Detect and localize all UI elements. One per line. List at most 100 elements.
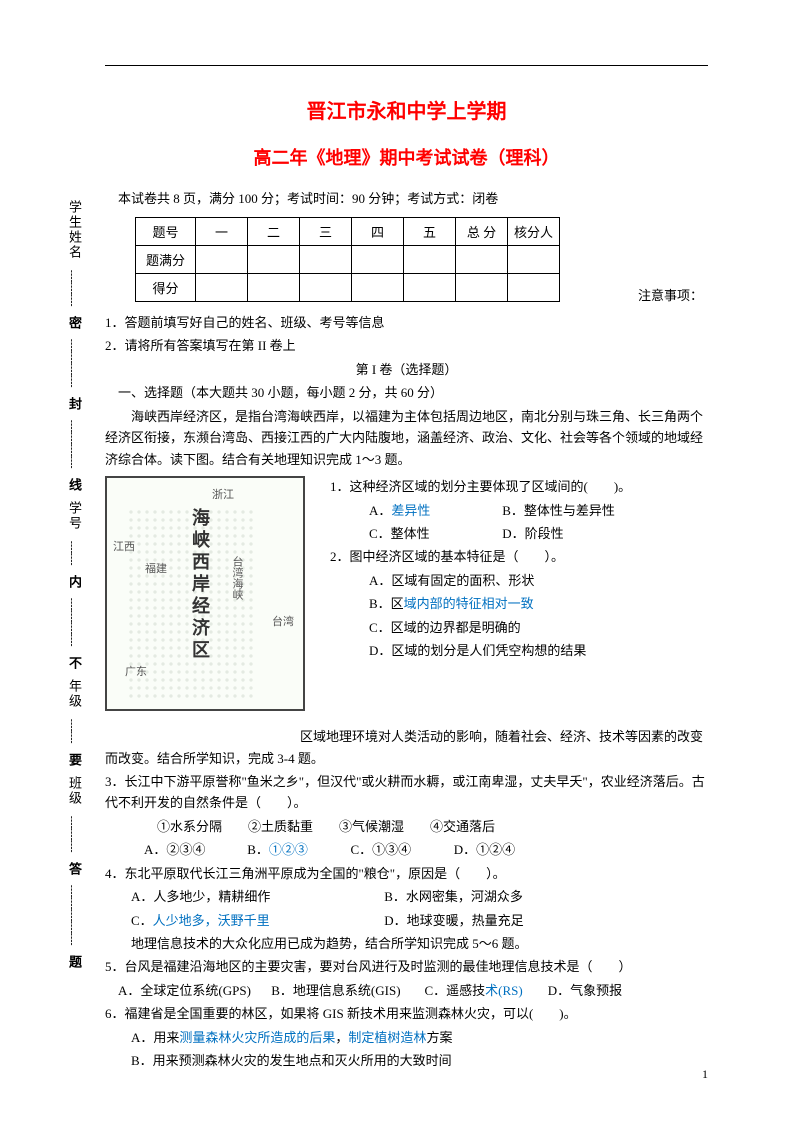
cell[interactable] [248, 246, 300, 274]
q2-c: C．区域的边界都是明确的 [330, 617, 708, 638]
right-questions: 1．这种经济区域的划分主要体现了区域间的( )。 A．差异性 B．整体性与差异性… [330, 476, 708, 662]
title-school: 晋江市永和中学上学期 [105, 95, 708, 124]
q3-b-answer: ①②③ [269, 842, 308, 857]
th-num: 题号 [136, 218, 196, 246]
cell[interactable] [404, 246, 456, 274]
q1-a-answer: 差异性 [391, 503, 430, 518]
q5-choices: A．全球定位系统(GPS) B．地理信息系统(GIS) C．遥感技术(RS) D… [105, 980, 708, 1001]
table-row: 题满分 [136, 246, 560, 274]
sidebar-dots: ┊┊ [65, 719, 78, 743]
q3-d: D．①②④ [454, 839, 554, 860]
q3-a: A．②③④ [144, 839, 244, 860]
sidebar-class-label: 班级 [65, 776, 84, 806]
q5-text: 5．台风是福建沿海地区的主要灾害，要对台风进行及时监测的最佳地理信息技术是（ ） [105, 956, 708, 977]
q4-a: A．人多地少，精耕细作 [131, 886, 381, 907]
q6-b: B．用来预测森林火灾的发生地点和灭火所用的大致时间 [105, 1050, 708, 1071]
cell[interactable] [508, 246, 560, 274]
q2-d: D．区域的划分是人们凭空构想的结果 [330, 640, 708, 661]
th-3: 三 [300, 218, 352, 246]
sidebar-da: 答 [65, 862, 84, 875]
page-number: 1 [702, 1067, 708, 1082]
main-content: 晋江市永和中学上学期 高二年《地理》期中考试试卷（理科） 本试卷共 8 页，满分… [105, 85, 708, 1074]
choice-header: 一、选择题（本大题共 30 小题，每小题 2 分，共 60 分） [105, 382, 708, 403]
map-title: 海峡西岸经济区 [187, 508, 213, 662]
map-fujian: 福建 [145, 560, 167, 576]
map-taiwan: 台湾 [272, 613, 294, 629]
sidebar-dots: ┊┊┊┊ [65, 420, 78, 468]
sidebar-ti: 题 [65, 955, 84, 968]
th-1: 一 [196, 218, 248, 246]
q1-text: 1．这种经济区域的划分主要体现了区域间的( )。 [330, 476, 708, 497]
q5-c-answer: 术(RS) [485, 983, 523, 998]
sidebar-bu: 不 [65, 656, 84, 669]
q4-d: D．地球变暖，热量充足 [384, 913, 523, 928]
q6-a-blue2: 制定植树造林 [348, 1030, 426, 1045]
cell[interactable] [352, 246, 404, 274]
sidebar-dots: ┊┊┊┊┊ [65, 885, 78, 945]
q6-a: A．用来测量森林火灾所造成的后果，制定植树造林方案 [105, 1027, 708, 1048]
q3-c: C．①③④ [351, 839, 451, 860]
sidebar-grade-label: 年级 [65, 679, 84, 709]
q4-cd: C．人少地多，沃野千里 D．地球变暖，热量充足 [105, 910, 708, 931]
binding-sidebar: 学生姓名 ┊┊┊ 密 ┊┊┊┊ 封 ┊┊┊┊ 线 学号 ┊┊ 内 ┊┊┊┊ 不 … [65, 200, 95, 978]
q4-c-answer: 人少地多，沃野千里 [153, 913, 270, 928]
q3-text: 3．长江中下游平原誉称"鱼米之乡"，但汉代"或火耕而水耨，或江南卑湿，丈夫早夭"… [105, 771, 708, 814]
mid-intro: 区域地理环境对人类活动的影响，随着社会、经济、技术等因素的改变而改变。结合所学知… [105, 726, 708, 769]
th-5: 五 [404, 218, 456, 246]
th-4: 四 [352, 218, 404, 246]
q5-d: D．气象预报 [548, 983, 622, 998]
map-guangdong: 广东 [125, 663, 147, 679]
sidebar-dots: ┊┊ [65, 541, 78, 565]
instruction-2: 2．请将所有答案填写在第 II 卷上 [105, 335, 708, 356]
q2-b: B．区域内部的特征相对一致 [330, 593, 708, 614]
q1-c: C．整体性 [369, 523, 469, 544]
q1-opts-cd: C．整体性 D．阶段性 [330, 523, 708, 544]
instruction-1: 1．答题前填写好自己的姓名、班级、考号等信息 [105, 312, 708, 333]
map-figure: 浙江 江西 福建 广东 台湾 台湾海峡 海峡西岸经济区 [105, 476, 305, 711]
q6-text: 6．福建省是全国重要的林区，如果将 GIS 新技术用来监测森林火灾，可以( )。 [105, 1003, 708, 1024]
section-title: 第 I 卷（选择题） [105, 359, 708, 380]
sidebar-number-label: 学号 [65, 501, 84, 531]
cell[interactable] [196, 246, 248, 274]
q5-c: C．遥感技术(RS) [425, 980, 545, 1001]
q3-opts-line: ①水系分隔 ②土质黏重 ③气候潮湿 ④交通落后 [105, 816, 708, 837]
q1-b: B．整体性与差异性 [502, 500, 615, 521]
sidebar-line: 线 [65, 478, 84, 491]
q4-c: C．人少地多，沃野千里 [131, 910, 381, 931]
sidebar-feng: 封 [65, 397, 84, 410]
q1-d: D．阶段性 [502, 523, 602, 544]
cell[interactable] [300, 246, 352, 274]
sidebar-nei: 内 [65, 575, 84, 588]
q2-b-answer: 域内部的特征相对一致 [404, 596, 534, 611]
map-strait: 台湾海峡 [229, 556, 245, 600]
q4-b: B．水网密集，河湖众多 [384, 889, 523, 904]
th-checker: 核分人 [508, 218, 560, 246]
q5-b: B．地理信息系统(GIS) [271, 980, 421, 1001]
q3-b: B．①②③ [247, 839, 347, 860]
q4-text: 4．东北平原取代长江三角洲平原成为全国的"粮仓"，原因是（ ）。 [105, 863, 708, 884]
table-header-row: 题号 一 二 三 四 五 总 分 核分人 [136, 218, 560, 246]
q1-a: A．差异性 [369, 500, 469, 521]
sidebar-dots: ┊┊┊┊ [65, 339, 78, 387]
q1-opts-ab: A．差异性 B．整体性与差异性 [330, 500, 708, 521]
header-rule [105, 65, 708, 66]
map-jiangxi: 江西 [113, 538, 135, 554]
gis-intro: 地理信息技术的大众化应用已成为趋势，结合所学知识完成 5～6 题。 [105, 933, 708, 954]
th-total: 总 分 [456, 218, 508, 246]
title-exam: 高二年《地理》期中考试试卷（理科） [105, 144, 708, 170]
intro-text: 海峡西岸经济区，是指台湾海峡西岸，以福建为主体包括周边地区，南北分别与珠三角、长… [105, 406, 708, 470]
exam-info: 本试卷共 8 页，满分 100 分；考试时间：90 分钟；考试方式：闭卷 [105, 188, 708, 207]
sidebar-dots: ┊┊┊ [65, 816, 78, 852]
q3-choices: A．②③④ B．①②③ C．①③④ D．①②④ [105, 839, 708, 860]
q2-text: 2．图中经济区域的基本特征是（ ）。 [330, 546, 708, 567]
cell[interactable] [456, 246, 508, 274]
sidebar-yao: 要 [65, 753, 84, 766]
sidebar-seal: 密 [65, 316, 84, 329]
map-question-section: 浙江 江西 福建 广东 台湾 台湾海峡 海峡西岸经济区 1．这种经济区域的划分主… [105, 476, 708, 726]
q4-ab: A．人多地少，精耕细作 B．水网密集，河湖众多 [105, 886, 708, 907]
q5-a: A．全球定位系统(GPS) [118, 980, 268, 1001]
q6-a-blue1: 测量森林火灾所造成的后果 [179, 1030, 335, 1045]
map-zhejiang: 浙江 [212, 486, 234, 502]
sidebar-name-label: 学生姓名 [65, 200, 84, 260]
sidebar-dots: ┊┊┊┊ [65, 598, 78, 646]
